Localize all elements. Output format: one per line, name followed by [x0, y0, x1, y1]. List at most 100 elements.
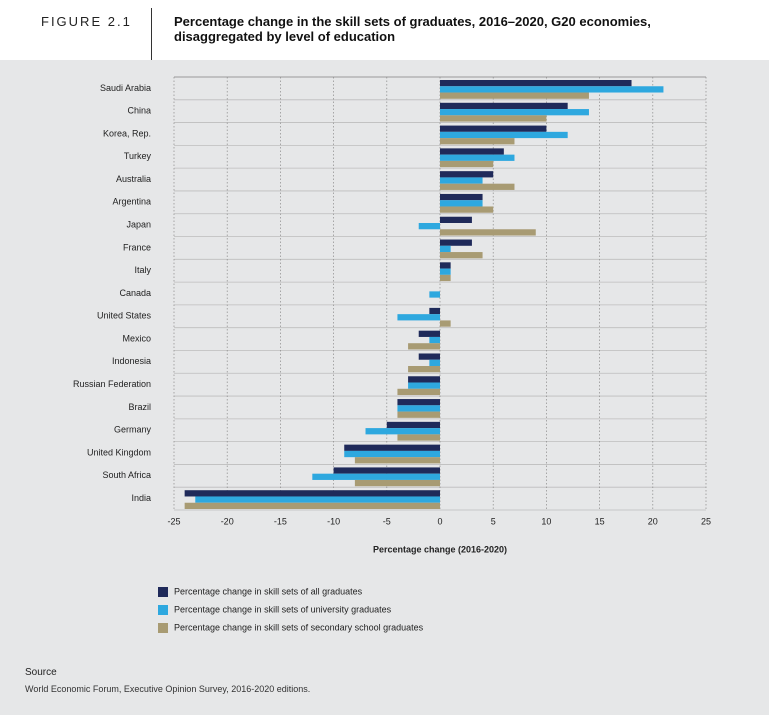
y-tick-label: Australia: [116, 174, 151, 184]
y-tick-label: Germany: [114, 425, 152, 435]
bar: [195, 496, 440, 503]
bar: [440, 239, 472, 246]
y-tick-label: Turkey: [124, 151, 152, 161]
bar: [408, 343, 440, 350]
bar: [440, 200, 483, 207]
bar: [440, 86, 664, 93]
y-tick-label: China: [127, 106, 151, 116]
y-tick-label: South Africa: [102, 470, 151, 480]
bar: [440, 245, 451, 253]
x-tick-label: 25: [701, 516, 711, 526]
bar: [408, 366, 440, 373]
legend-label: Percentage change in skill sets of secon…: [174, 622, 424, 632]
bar: [397, 399, 440, 406]
y-tick-label: United States: [97, 311, 152, 321]
bar: [440, 160, 494, 168]
x-tick-label: -20: [221, 516, 234, 526]
bar: [354, 457, 440, 464]
bar: [397, 434, 440, 441]
y-tick-label: Saudi Arabia: [100, 83, 151, 93]
bar: [440, 125, 547, 132]
bar: [386, 421, 440, 429]
legend-swatch: [158, 623, 168, 633]
bar: [440, 177, 483, 184]
bar: [408, 382, 440, 389]
bar: [440, 268, 451, 275]
legend-label: Percentage change in skill sets of all g…: [174, 586, 363, 596]
bar: [440, 206, 494, 213]
bar: [440, 229, 536, 236]
y-tick-label: Korea, Rep.: [103, 128, 151, 138]
source-text: World Economic Forum, Executive Opinion …: [25, 684, 311, 694]
bar: [397, 388, 440, 396]
bar: [440, 115, 547, 122]
bar: [440, 138, 515, 145]
bar: [184, 490, 440, 497]
bar: [440, 262, 451, 269]
bar: [344, 444, 440, 451]
bar: [354, 479, 440, 487]
bar: [184, 502, 440, 509]
bar: [344, 450, 440, 458]
bar: [440, 92, 589, 99]
bar: [440, 252, 483, 259]
y-tick-label: Russian Federation: [73, 379, 151, 389]
bar: [312, 473, 440, 480]
bar: [429, 307, 440, 315]
y-tick-label: Canada: [119, 288, 151, 298]
y-tick-label: Italy: [134, 265, 151, 275]
bar: [365, 428, 440, 435]
x-tick-label: 10: [541, 516, 551, 526]
x-tick-label: 15: [595, 516, 605, 526]
bar: [333, 467, 440, 474]
bar: [397, 314, 440, 321]
y-tick-label: Argentina: [112, 197, 151, 207]
legend-swatch: [158, 605, 168, 615]
divider: [151, 8, 152, 60]
figure-label: FIGURE 2.1: [41, 14, 132, 29]
y-tick-label: France: [123, 242, 151, 252]
chart-title: Percentage change in the skill sets of g…: [174, 14, 651, 44]
y-tick-label: Mexico: [122, 333, 151, 343]
bar: [418, 330, 440, 337]
x-tick-label: -10: [327, 516, 340, 526]
bar: [440, 193, 483, 201]
header: FIGURE 2.1 Percentage change in the skil…: [0, 0, 769, 60]
chart: -25 -20 -15 -10 -5 0 5 10 15 20 25 Percentage chang…: [73, 76, 711, 633]
legend-label: Percentage change in skill sets of unive…: [174, 604, 392, 614]
bar: [418, 223, 440, 230]
bar: [418, 353, 440, 360]
bar: [429, 336, 440, 344]
x-axis-label: Percentage change (2016-2020): [373, 544, 507, 554]
x-tick-label: -5: [383, 516, 391, 526]
bar: [440, 216, 472, 223]
x-tick-label: 20: [648, 516, 658, 526]
x-tick-label: 0: [437, 516, 442, 526]
bar: [440, 131, 568, 139]
y-tick-label: United Kingdom: [87, 447, 151, 457]
bar: [397, 405, 440, 412]
bar: [440, 274, 451, 282]
bar: [429, 291, 440, 298]
bar: [440, 102, 568, 110]
x-tick-label: 5: [491, 516, 496, 526]
y-tick-label: Japan: [126, 220, 151, 230]
bar: [440, 148, 504, 155]
bar: [429, 359, 440, 366]
bar: [440, 171, 494, 178]
legend-swatch: [158, 587, 168, 597]
y-tick-label: Indonesia: [112, 356, 151, 366]
bar: [440, 80, 632, 87]
y-tick-label: India: [131, 493, 151, 503]
bar: [440, 183, 515, 190]
bar: [440, 109, 589, 116]
bar: [440, 154, 515, 161]
bar: [408, 376, 440, 383]
source-heading: Source: [25, 667, 57, 678]
bar: [440, 320, 451, 327]
x-tick-label: -15: [274, 516, 287, 526]
bar: [397, 411, 440, 418]
x-tick-label: -25: [167, 516, 180, 526]
y-tick-label: Brazil: [128, 402, 151, 412]
